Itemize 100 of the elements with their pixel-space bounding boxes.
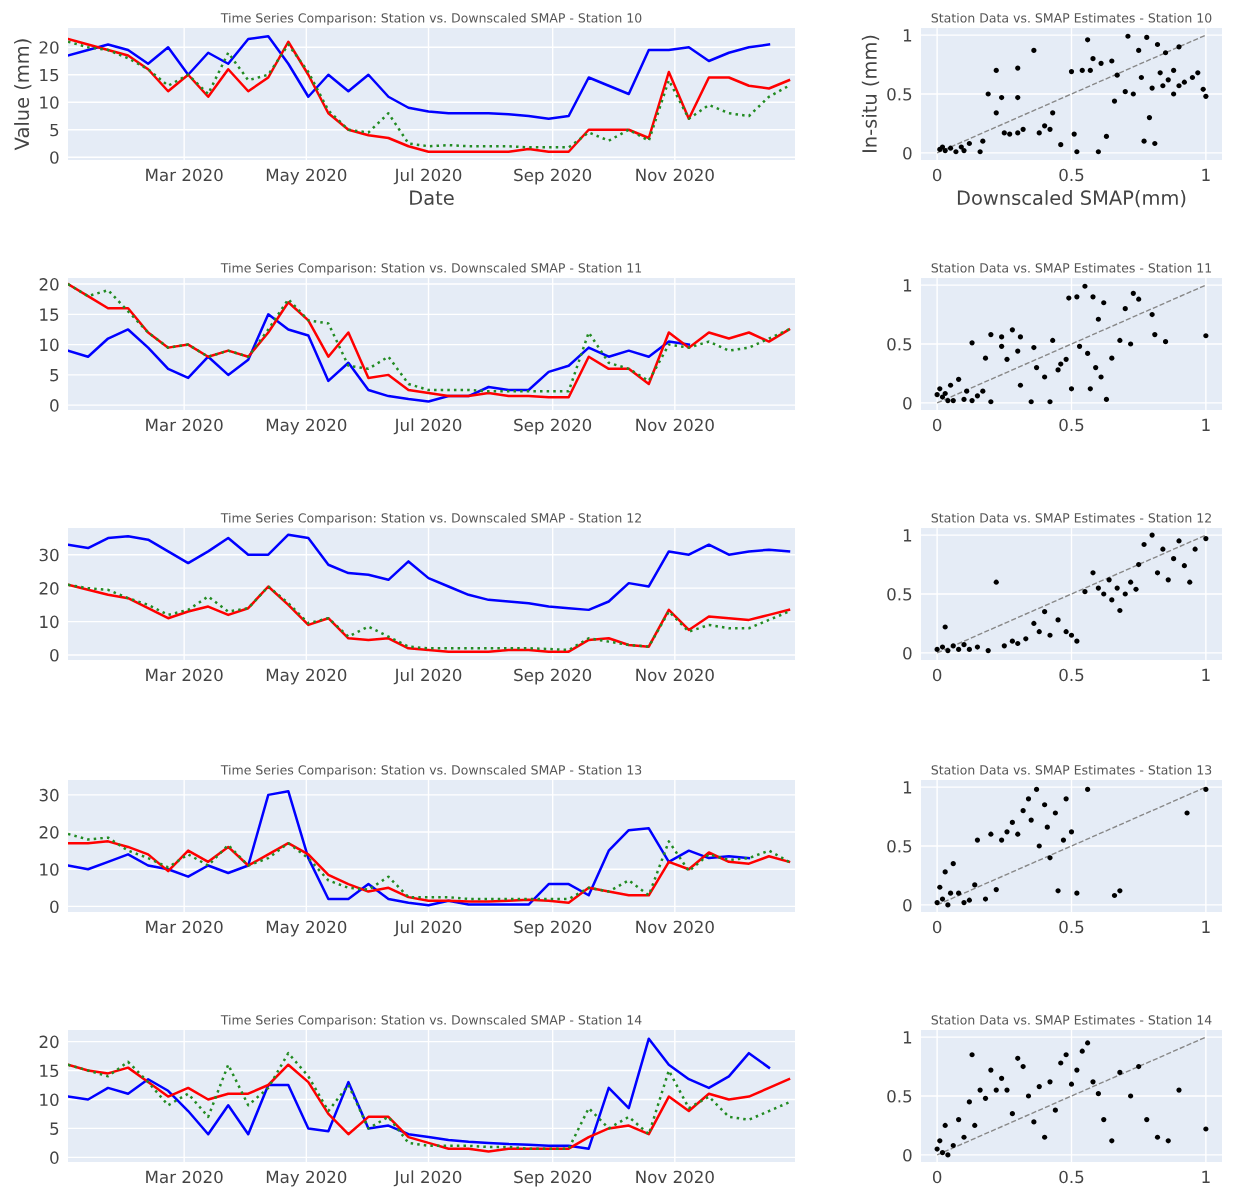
point <box>1001 643 1007 649</box>
point <box>1090 294 1096 300</box>
point <box>937 884 943 890</box>
x-tick-label: Jul 2020 <box>393 668 462 685</box>
x-tick-label: 0 <box>932 1170 942 1184</box>
y-tick-label: 20 <box>39 278 59 291</box>
x-axis-title: Date <box>410 190 454 206</box>
point <box>1015 831 1021 837</box>
x-tick-label: Mar 2020 <box>146 1170 223 1184</box>
x-tick-label: 0 <box>932 920 942 934</box>
y-tick-label: 0.5 <box>887 337 912 351</box>
point <box>1076 343 1083 349</box>
point <box>1128 341 1134 347</box>
point <box>1042 374 1048 380</box>
x-tick-label: May 2020 <box>266 920 347 937</box>
x-tick-label: Sep 2020 <box>514 418 592 435</box>
point <box>1128 579 1134 585</box>
point <box>999 343 1005 349</box>
point <box>1042 802 1048 808</box>
y-tick-label: 30 <box>39 548 59 562</box>
chart-title: Time Series Comparison: Station vs. Downscaled SMAP - Station 12 <box>220 512 641 526</box>
point <box>1028 817 1034 823</box>
y-tick-label: 1 <box>903 29 912 42</box>
point <box>1176 538 1182 544</box>
point <box>1154 570 1161 576</box>
y-tick-label: 15 <box>40 68 59 82</box>
point <box>1052 1107 1058 1113</box>
chart-title: Station Data vs. SMAP Estimates - Station 14 <box>931 1014 1212 1025</box>
point <box>999 1075 1005 1081</box>
y-tick-label: 10 <box>40 863 59 876</box>
y-tick-label: 0.5 <box>887 587 912 601</box>
point <box>1106 577 1112 583</box>
x-tick-label: Sep 2020 <box>514 920 592 937</box>
point <box>993 887 999 893</box>
x-tick-label: Mar 2020 <box>146 418 223 432</box>
x-tick-label: Nov 2020 <box>636 668 714 682</box>
point <box>1109 1138 1115 1144</box>
point <box>1036 1083 1042 1090</box>
x-tick-label: 0.5 <box>1059 920 1084 934</box>
point <box>1068 632 1075 638</box>
point <box>1101 591 1107 597</box>
y-tick-label: 0 <box>50 151 59 164</box>
point <box>937 1138 943 1144</box>
y-tick-label: 0 <box>50 1151 59 1164</box>
point <box>1154 1134 1161 1140</box>
point <box>1109 355 1115 361</box>
point <box>945 1152 951 1158</box>
x-tick-label: Nov 2020 <box>636 168 714 182</box>
y-tick-label: 20 <box>39 41 59 54</box>
point <box>950 1142 956 1149</box>
point <box>1085 350 1091 357</box>
point <box>982 1095 989 1101</box>
point <box>1009 638 1015 644</box>
x-tick-label: Mar 2020 <box>146 920 223 934</box>
point <box>1095 585 1101 591</box>
x-tick-label: May 2020 <box>266 1170 347 1187</box>
point <box>1047 855 1053 861</box>
point <box>1103 396 1110 402</box>
point <box>1066 295 1072 301</box>
point <box>964 388 970 394</box>
point <box>1020 808 1026 814</box>
point <box>934 899 940 906</box>
point <box>1017 382 1024 388</box>
point <box>999 837 1005 843</box>
line-series <box>68 35 771 120</box>
x-tick-label: 0.5 <box>1059 668 1084 682</box>
point <box>1023 636 1029 642</box>
point <box>956 1116 962 1123</box>
point <box>1149 311 1155 318</box>
y-tick-label: 1 <box>903 529 912 542</box>
y-tick-label: 30 <box>39 788 59 802</box>
y-tick-label: 10 <box>40 615 59 629</box>
y-tick-label: 10 <box>40 338 59 352</box>
y-tick-label: 20 <box>39 826 59 839</box>
point <box>1025 1093 1032 1099</box>
point <box>961 642 967 648</box>
point <box>1152 331 1158 338</box>
line-series <box>68 313 691 403</box>
x-tick-label: Mar 2020 <box>146 168 223 182</box>
point <box>1114 585 1120 591</box>
point <box>939 1149 946 1156</box>
point <box>961 899 967 906</box>
chart-title: Station Data vs. SMAP Estimates - Station 13 <box>931 764 1212 775</box>
point <box>1068 1081 1075 1087</box>
y-axis-title: Value (mm) <box>14 39 32 151</box>
point <box>1044 824 1050 830</box>
point <box>956 376 962 382</box>
point <box>1082 283 1088 289</box>
y-tick-label: 0.5 <box>887 87 912 101</box>
point <box>956 890 962 896</box>
point <box>1203 1126 1209 1132</box>
x-tick-label: 0.5 <box>1059 418 1084 432</box>
point <box>966 646 972 652</box>
x-tick-label: May 2020 <box>266 418 347 435</box>
point <box>1004 356 1010 362</box>
point <box>1095 1091 1101 1097</box>
point <box>988 331 994 338</box>
y-tick-label: 10 <box>40 1093 59 1107</box>
y-tick-label: 20 <box>39 582 59 595</box>
point <box>1033 786 1040 793</box>
